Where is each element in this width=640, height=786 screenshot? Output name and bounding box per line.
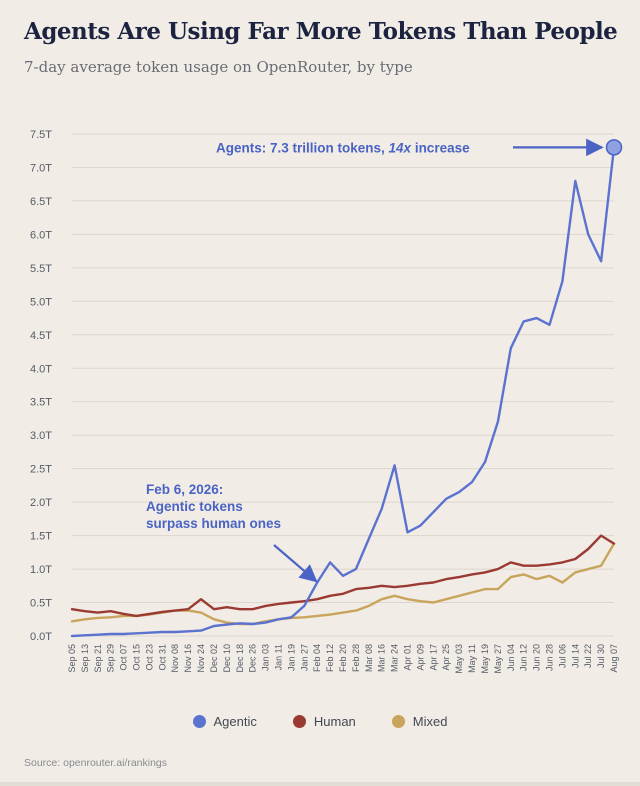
x-tick-label: May 11 (467, 644, 477, 673)
x-tick-label: Sep 21 (93, 644, 103, 673)
x-tick-label: Jul 30 (596, 644, 606, 668)
annotation-crossover-line: Agentic tokens (146, 499, 243, 514)
legend-label-human: Human (313, 714, 356, 729)
x-tick-label: May 19 (480, 644, 490, 674)
x-tick-label: Nov 16 (183, 644, 193, 673)
x-tick-label: Nov 08 (170, 644, 180, 673)
x-tick-label: Sep 05 (67, 644, 77, 673)
x-tick-label: Oct 15 (132, 644, 142, 671)
y-tick-label: 1.5T (30, 531, 52, 543)
legend-swatch-agentic (192, 715, 206, 728)
annotation-crossover-line: surpass human ones (146, 516, 281, 531)
x-tick-label: Feb 20 (338, 644, 348, 672)
legend-swatch-human (292, 715, 306, 728)
legend-item-human[interactable]: Human (292, 714, 356, 729)
y-tick-label: 3.5T (30, 397, 52, 409)
x-tick-label: Mar 08 (364, 644, 374, 672)
annotation-peak-main: Agents: 7.3 trillion tokens, (216, 140, 389, 155)
x-tick-label: Dec 18 (235, 644, 245, 673)
y-tick-label: 7.5T (30, 129, 52, 141)
x-tick-label: Jul 22 (583, 644, 593, 668)
annotation-peak-tail: increase (411, 140, 470, 155)
legend-label-agentic: Agentic (213, 714, 257, 729)
legend-swatch-mixed (391, 715, 405, 728)
x-tick-label: Apr 09 (415, 644, 425, 671)
x-tick-label: Nov 24 (196, 644, 206, 673)
chart-subtitle: 7-day average token usage on OpenRouter,… (24, 58, 413, 76)
x-tick-label: Oct 23 (144, 644, 154, 671)
x-tick-label: Mar 16 (377, 644, 387, 672)
y-tick-label: 1.0T (30, 564, 52, 576)
x-tick-label: Feb 04 (312, 644, 322, 672)
x-tick-label: Sep 13 (80, 644, 90, 673)
x-tick-label: Jun 20 (532, 644, 542, 671)
annotation-layer: Agents: 7.3 trillion tokens, 14x increas… (146, 138, 623, 583)
legend-item-mixed[interactable]: Mixed (391, 714, 448, 729)
x-tick-label: Feb 28 (351, 644, 361, 672)
x-tick-label: Oct 31 (157, 644, 167, 671)
grid-layer (72, 133, 614, 637)
y-tick-label: 2.5T (30, 464, 52, 476)
y-tick-label: 6.5T (30, 196, 52, 208)
x-tick-label: Apr 01 (403, 644, 413, 671)
bottom-divider (0, 782, 640, 786)
x-tick-label: Jun 28 (544, 644, 554, 671)
peak-marker (605, 139, 623, 156)
x-tick-label: Sep 29 (106, 644, 116, 673)
line-chart: 0.0T 0.5T 1.0T 1.5T 2.0T 2.5T 3.0T 3.5T 4.0T 4.5T… (30, 129, 623, 674)
x-tick-label: Jun 04 (506, 644, 516, 671)
y-tick-label: 2.0T (30, 497, 52, 509)
series-layer (70, 146, 616, 638)
x-tick-label: Apr 25 (441, 644, 451, 671)
x-axis-ticks: Sep 05 Sep 13 Sep 21 Sep 29 Oct 07 Oct 15 Oct … (67, 644, 619, 674)
x-tick-label: Jul 06 (557, 644, 567, 668)
x-tick-label: Jan 11 (273, 644, 283, 670)
series-line-mixed (70, 542, 616, 626)
legend-item-agentic[interactable]: Agentic (192, 714, 257, 729)
chart-title: Agents Are Using Far More Tokens Than Pe… (24, 18, 618, 45)
series-line-agentic (70, 146, 616, 638)
annotation-peak-multiplier: 14x (389, 140, 412, 155)
y-tick-label: 5.5T (30, 263, 52, 275)
y-tick-label: 0.0T (30, 631, 52, 643)
legend-label-mixed: Mixed (412, 714, 448, 729)
x-tick-label: Dec 10 (222, 644, 232, 673)
x-tick-label: May 27 (493, 644, 503, 674)
y-tick-label: 6.0T (30, 229, 52, 241)
x-tick-label: Jan 27 (299, 644, 309, 671)
x-tick-label: Dec 02 (209, 644, 219, 673)
source-note: Source: openrouter.ai/rankings (24, 757, 168, 769)
x-tick-label: Apr 17 (428, 644, 438, 671)
annotation-crossover-line: Feb 6, 2026: (146, 482, 223, 497)
x-tick-label: Dec 26 (248, 644, 258, 673)
annotation-crossover-arrow (273, 544, 318, 583)
y-tick-label: 4.5T (30, 330, 52, 342)
x-tick-label: Jul 14 (570, 644, 580, 668)
annotation-peak: Agents: 7.3 trillion tokens, 14x increas… (216, 140, 470, 155)
y-axis-ticks: 0.0T 0.5T 1.0T 1.5T 2.0T 2.5T 3.0T 3.5T 4.0T 4.5T… (30, 129, 52, 643)
series-line-human (70, 534, 616, 618)
y-tick-label: 5.0T (30, 296, 52, 308)
legend: Agentic Human Mixed (0, 714, 640, 729)
y-tick-label: 4.0T (30, 363, 52, 375)
x-tick-label: Jun 12 (519, 644, 529, 671)
x-tick-label: Jan 03 (261, 644, 271, 671)
x-tick-label: Aug 07 (609, 644, 619, 673)
x-tick-label: May 03 (454, 644, 464, 674)
x-tick-label: Feb 12 (325, 644, 335, 672)
x-tick-label: Jan 19 (286, 644, 296, 671)
y-tick-label: 3.0T (30, 430, 52, 442)
y-tick-label: 7.0T (30, 162, 52, 174)
x-tick-label: Mar 24 (390, 644, 400, 672)
x-tick-label: Oct 07 (119, 644, 129, 671)
y-tick-label: 0.5T (30, 598, 52, 610)
